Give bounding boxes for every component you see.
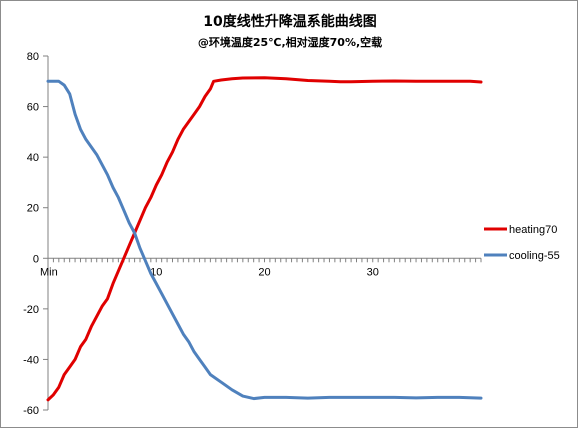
- y-tick-label: 40: [27, 152, 39, 164]
- chart-title: 10度线性升降温系能曲线图: [203, 13, 376, 30]
- legend-label-cooling-55: cooling-55: [509, 250, 560, 262]
- y-tick-label: -60: [23, 405, 39, 417]
- legend: heating70 cooling-55: [484, 224, 560, 262]
- y-tick-label: -40: [23, 354, 39, 366]
- x-tick-label: 30: [367, 266, 379, 278]
- x-tick-label: 20: [258, 266, 270, 278]
- y-tick-label: 60: [27, 102, 39, 114]
- series-line-cooling-55: [46, 79, 483, 401]
- legend-label-heating70: heating70: [509, 224, 557, 236]
- x-tick-label: Min: [40, 266, 58, 278]
- y-tick-label: 20: [27, 203, 39, 215]
- series-group: [46, 76, 483, 402]
- series-line-heating70: [46, 76, 483, 402]
- y-tick-label: 80: [27, 51, 39, 63]
- y-tick-label: 0: [33, 253, 39, 265]
- chart-subtitle: @环境温度25℃,相对湿度70%,空载: [198, 35, 382, 49]
- y-tick-label: -20: [23, 304, 39, 316]
